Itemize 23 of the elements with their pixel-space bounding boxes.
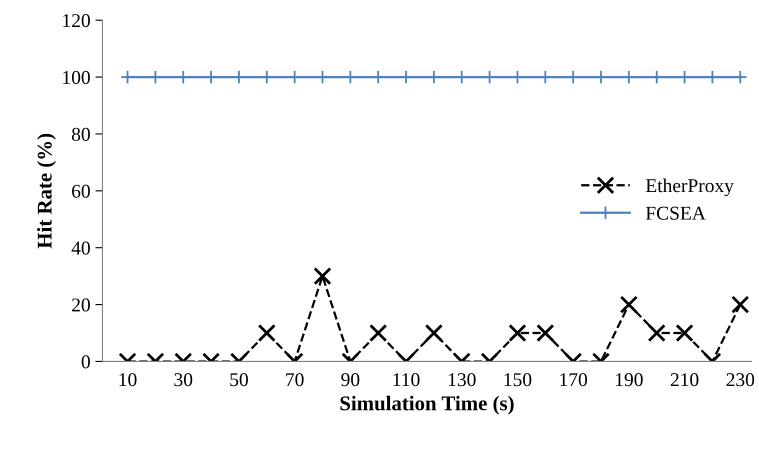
x-tick-label: 130 <box>448 373 476 386</box>
y-tick-label: 0 <box>82 355 90 368</box>
y-tick-label: 40 <box>72 242 90 255</box>
x-tick-label: 150 <box>504 373 532 386</box>
x-tick-label: 50 <box>230 373 248 386</box>
x-tick-label: 70 <box>286 373 304 386</box>
x-tick-label: 110 <box>394 373 420 386</box>
x-tick-label: 210 <box>670 373 698 386</box>
y-axis-title: Hit Rate (%) <box>37 134 56 248</box>
y-tick-label: 80 <box>72 128 90 141</box>
y-tick-label: 100 <box>63 70 90 84</box>
x-axis-title: Simulation Time (s) <box>340 396 514 415</box>
x-tick-label: 170 <box>560 373 587 386</box>
y-tick-label: 60 <box>72 184 90 198</box>
legend-label: EtherProxy <box>646 178 734 196</box>
legend-label: FCSEA <box>646 206 706 220</box>
x-tick-label: 10 <box>120 373 137 386</box>
x-tick-label: 30 <box>174 373 192 386</box>
y-tick-label: 20 <box>72 298 90 312</box>
x-tick-label: 230 <box>726 373 754 386</box>
y-tick-label: 120 <box>63 14 90 28</box>
x-tick-label: 90 <box>341 373 360 386</box>
x-tick-label: 190 <box>616 373 643 386</box>
